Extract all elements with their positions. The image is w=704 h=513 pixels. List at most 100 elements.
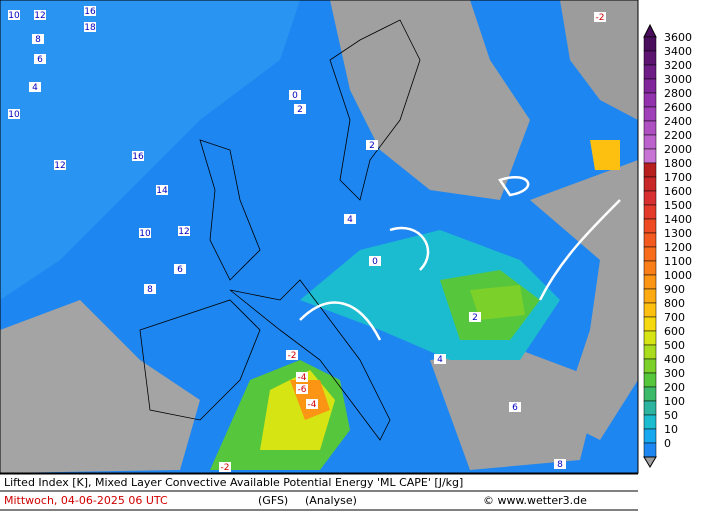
legend-label: 400 xyxy=(664,353,685,366)
contour-label: 8 xyxy=(35,35,41,45)
legend-label: 1000 xyxy=(664,269,692,282)
legend-swatch xyxy=(643,232,657,248)
legend-label: 3000 xyxy=(664,73,692,86)
legend-swatch xyxy=(643,176,657,192)
legend-label: 3600 xyxy=(664,31,692,44)
label-box xyxy=(366,140,378,150)
caption-title: Lifted Index [K], Mixed Layer Convective… xyxy=(4,476,463,489)
caption-date: Mittwoch, 04-06-2025 06 UTC xyxy=(4,494,168,507)
legend-label: 100 xyxy=(664,395,685,408)
label-box xyxy=(34,54,46,64)
legend-swatch xyxy=(643,190,657,206)
label-box xyxy=(286,350,298,360)
contour-label: 18 xyxy=(84,23,96,33)
label-box xyxy=(296,372,308,382)
contour-label: 8 xyxy=(557,460,563,470)
label-box xyxy=(132,151,144,161)
legend-label: 200 xyxy=(664,381,685,394)
legend-swatch xyxy=(643,78,657,94)
legend-label: 800 xyxy=(664,297,685,310)
legend-label: 2600 xyxy=(664,101,692,114)
legend-swatch xyxy=(643,274,657,290)
contour-label: 16 xyxy=(84,7,96,17)
label-box xyxy=(306,399,318,409)
legend-swatch xyxy=(643,218,657,234)
contour-label: 10 xyxy=(8,11,20,21)
label-box xyxy=(178,226,190,236)
legend-swatch xyxy=(643,316,657,332)
caption-source: © www.wetter3.de xyxy=(483,494,587,507)
legend-label: 1400 xyxy=(664,213,692,226)
legend-arrow-top xyxy=(643,23,657,38)
legend-label: 1600 xyxy=(664,185,692,198)
legend-label: 700 xyxy=(664,311,685,324)
legend-swatch xyxy=(643,428,657,444)
contour-label: 2 xyxy=(472,313,478,323)
label-box xyxy=(469,312,481,322)
map-background xyxy=(0,0,639,474)
label-box xyxy=(509,402,521,412)
legend-label: 1200 xyxy=(664,241,692,254)
label-box xyxy=(289,90,301,100)
legend-label: 2400 xyxy=(664,115,692,128)
legend-label: 50 xyxy=(664,409,678,422)
label-box xyxy=(29,82,41,92)
legend-swatch xyxy=(643,148,657,164)
legend-swatch xyxy=(643,358,657,374)
contour-label: 12 xyxy=(34,11,45,21)
contour-label: 14 xyxy=(156,186,168,196)
label-box xyxy=(344,214,356,224)
legend-swatch xyxy=(643,330,657,346)
legend-label: 1300 xyxy=(664,227,692,240)
caption-run: (Analyse) xyxy=(305,494,357,507)
contour-label: 8 xyxy=(147,285,153,295)
legend-label: 2800 xyxy=(664,87,692,100)
label-box xyxy=(219,462,231,472)
label-box xyxy=(594,12,606,22)
label-box xyxy=(434,354,446,364)
contour-label: 12 xyxy=(54,161,65,171)
legend-swatch xyxy=(643,50,657,66)
contour-label: -4 xyxy=(308,400,317,410)
legend-swatch xyxy=(643,92,657,108)
legend-label: 1800 xyxy=(664,157,692,170)
contour-label: 12 xyxy=(178,227,189,237)
contour-label: 0 xyxy=(292,91,298,101)
contour-label: -6 xyxy=(298,385,307,395)
legend-label: 900 xyxy=(664,283,685,296)
contour-label: 6 xyxy=(512,403,518,413)
label-box xyxy=(34,10,46,20)
legend-label: 3200 xyxy=(664,59,692,72)
contour-label: -4 xyxy=(298,373,307,383)
legend-swatch xyxy=(643,120,657,136)
legend-swatch xyxy=(643,400,657,416)
label-box xyxy=(296,384,308,394)
legend-label: 0 xyxy=(664,437,671,450)
contour-label: -2 xyxy=(221,463,230,473)
label-box xyxy=(369,256,381,266)
legend-swatch xyxy=(643,134,657,150)
legend-swatch xyxy=(643,372,657,388)
caption-model: (GFS) xyxy=(258,494,288,507)
legend-swatch xyxy=(643,162,657,178)
legend-label: 3400 xyxy=(664,45,692,58)
label-box xyxy=(294,104,306,114)
legend-label: 1500 xyxy=(664,199,692,212)
label-box xyxy=(144,284,156,294)
legend-label: 2000 xyxy=(664,143,692,156)
label-box xyxy=(32,34,44,44)
contour-label: 0 xyxy=(372,257,378,267)
contour-label: 6 xyxy=(177,265,183,275)
legend-label: 500 xyxy=(664,339,685,352)
legend-arrow-bottom xyxy=(643,456,657,468)
legend-swatch xyxy=(643,442,657,458)
legend-label: 600 xyxy=(664,325,685,338)
contour-label: 10 xyxy=(8,110,20,120)
legend-label: 1100 xyxy=(664,255,692,268)
legend-label: 10 xyxy=(664,423,678,436)
label-box xyxy=(554,459,566,469)
label-box xyxy=(8,10,20,20)
contour-label: 2 xyxy=(297,105,303,115)
